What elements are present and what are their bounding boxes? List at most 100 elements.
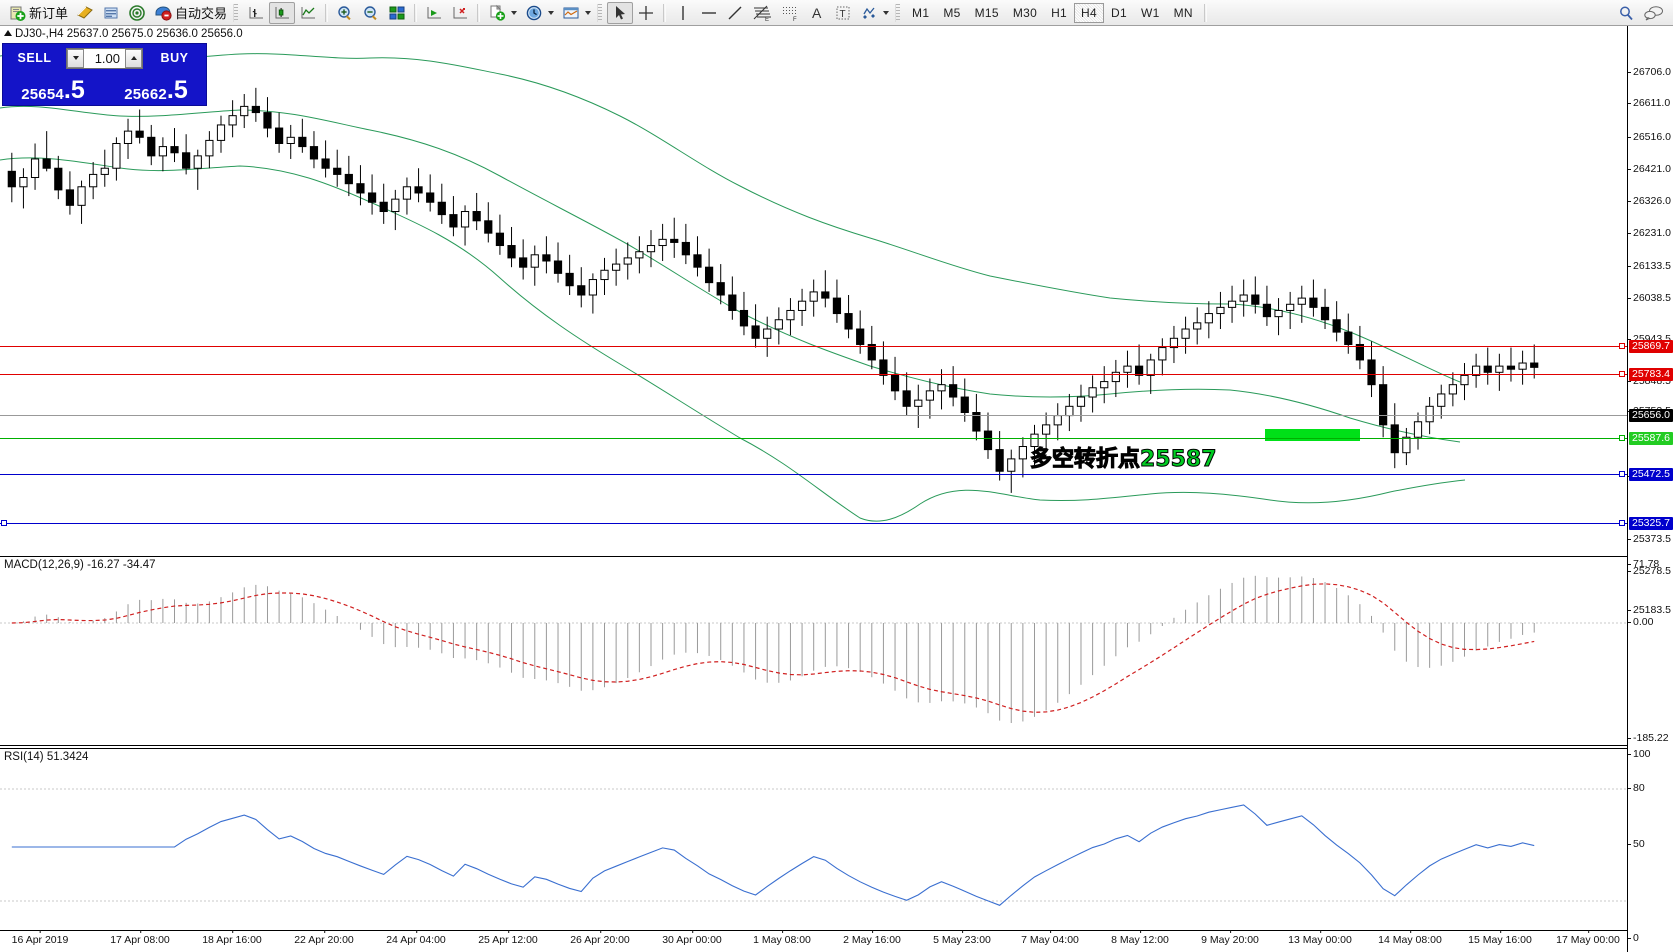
time-label: 26 Apr 20:00: [570, 930, 630, 946]
toolbar-grip-2[interactable]: [597, 3, 603, 22]
line-handle-resistance-1[interactable]: [1619, 343, 1625, 349]
fibonacci-icon[interactable]: E: [748, 2, 776, 24]
volume-decrease-button[interactable]: [67, 48, 84, 68]
time-label: 22 Apr 20:00: [294, 930, 354, 946]
line-handle-resistance-2[interactable]: [1619, 371, 1625, 377]
candle-body: [902, 390, 911, 407]
shift-end-button[interactable]: [421, 2, 447, 24]
candle-body: [1007, 458, 1016, 472]
zoom-out-button[interactable]: [358, 2, 384, 24]
templates-button[interactable]: [558, 2, 595, 24]
vertical-line-button[interactable]: [670, 2, 696, 24]
price-level-tag[interactable]: 25472.5: [1629, 468, 1673, 481]
line-handle-support-blue-1[interactable]: [1619, 471, 1625, 477]
candle-body: [1100, 381, 1109, 389]
chat-icon[interactable]: [1639, 2, 1669, 24]
volume-stepper[interactable]: 1.00: [66, 47, 143, 69]
one-click-trading-panel[interactable]: SELL 1.00 BUY 25654.5 25662.5: [2, 43, 207, 106]
resistance-line-2[interactable]: [0, 374, 1627, 375]
candle-body: [612, 263, 621, 271]
data-window-button[interactable]: [98, 2, 124, 24]
period-dropdown-icon[interactable]: [548, 10, 555, 15]
volume-value[interactable]: 1.00: [94, 50, 120, 66]
line-chart-button[interactable]: [295, 2, 321, 24]
price-pane[interactable]: 多空转折点25587 DJ30-,H4 25637.0 25675.0 2563…: [0, 26, 1627, 530]
support-line-green[interactable]: [0, 438, 1627, 439]
volume-increase-button[interactable]: [125, 48, 142, 68]
candle-body: [309, 146, 319, 160]
chart-area[interactable]: 多空转折点25587 DJ30-,H4 25637.0 25675.0 2563…: [0, 26, 1673, 952]
objects-button[interactable]: [856, 2, 893, 24]
price-level-tag[interactable]: 25783.4: [1629, 368, 1673, 381]
cursor-button[interactable]: [607, 1, 634, 24]
line-handle-left-blue-2[interactable]: [1, 520, 7, 526]
timeframe-mn[interactable]: MN: [1173, 5, 1193, 20]
new-order-button[interactable]: 新订单: [4, 2, 72, 24]
indicators-button[interactable]: [484, 2, 521, 24]
candle-body: [1193, 322, 1202, 330]
price-level-tag[interactable]: 25587.6: [1629, 432, 1673, 445]
text-icon[interactable]: A: [804, 2, 830, 24]
bar-chart-button[interactable]: [243, 2, 269, 24]
candle-body: [1134, 365, 1144, 376]
collapse-triangle-icon[interactable]: [4, 30, 12, 36]
candlestick-chart-button[interactable]: [269, 1, 296, 24]
sell-price[interactable]: 25654.5: [3, 70, 103, 104]
macd-pane[interactable]: MACD(12,26,9) -16.27 -34.47: [0, 556, 1627, 746]
candle-body: [240, 105, 249, 117]
rsi-chart-svg: [0, 788, 1627, 906]
timeframe-m1[interactable]: M1: [912, 5, 930, 20]
resistance-line-1[interactable]: [0, 346, 1627, 347]
expert-advisor-button[interactable]: [72, 2, 98, 24]
sell-button[interactable]: SELL: [17, 51, 52, 65]
equidistant-channel-icon[interactable]: F: [776, 2, 804, 24]
time-label: 14 May 08:00: [1378, 930, 1442, 946]
line-handle-support-green[interactable]: [1619, 435, 1625, 441]
search-icon[interactable]: [1613, 2, 1639, 24]
timeframe-m5[interactable]: M5: [943, 5, 961, 20]
candle-body: [786, 309, 795, 321]
trend-line-button[interactable]: [722, 2, 748, 24]
horizontal-line-button[interactable]: [696, 2, 722, 24]
buy-button[interactable]: BUY: [160, 51, 189, 65]
tile-windows-button[interactable]: [384, 2, 410, 24]
auto-scroll-button[interactable]: [447, 2, 473, 24]
timeframe-d1[interactable]: D1: [1111, 5, 1127, 20]
zoom-in-button[interactable]: [332, 2, 358, 24]
price-level-tag[interactable]: 25656.0: [1629, 409, 1673, 422]
candle-body: [1332, 319, 1341, 333]
candle-body: [1274, 309, 1283, 318]
candle-body: [1518, 362, 1527, 370]
candle-body: [495, 232, 505, 247]
indicators-dropdown-icon[interactable]: [511, 10, 518, 15]
price-level-tag[interactable]: 25869.7: [1629, 340, 1673, 353]
support-line-blue-2[interactable]: [0, 523, 1627, 524]
macd-label: MACD(12,26,9) -16.27 -34.47: [4, 559, 156, 571]
navigator-button[interactable]: [124, 2, 150, 24]
timeframe-m30[interactable]: M30: [1012, 5, 1038, 20]
candle-body: [100, 167, 109, 175]
line-handle-support-blue-2[interactable]: [1619, 520, 1625, 526]
time-scale[interactable]: 16 Apr 2019 17 Apr 08:00 18 Apr 16:00 22 Ap…: [0, 930, 1627, 952]
text-label-icon[interactable]: T: [830, 2, 856, 24]
templates-dropdown-icon[interactable]: [585, 10, 592, 15]
price-tick: 26231.0: [1628, 227, 1671, 239]
timeframe-w1[interactable]: W1: [1140, 5, 1160, 20]
rsi-pane[interactable]: RSI(14) 51.3424: [0, 748, 1627, 946]
time-label: 24 Apr 04:00: [386, 930, 446, 946]
price-level-tag[interactable]: 25325.7: [1629, 517, 1673, 530]
timeframe-h1[interactable]: H1: [1051, 5, 1068, 20]
timeframe-m15[interactable]: M15: [974, 5, 999, 20]
toolbar-grip-1[interactable]: [233, 3, 239, 22]
timeframe-h4[interactable]: H4: [1074, 2, 1104, 23]
toolbar-grip-3[interactable]: [895, 3, 901, 22]
chart-annotation-text[interactable]: 多空转折点25587: [1030, 447, 1218, 473]
period-button[interactable]: [521, 2, 558, 24]
candle-body: [182, 152, 191, 169]
price-scale[interactable]: 26706.0 26611.0 26516.0 26421.0 26326.0 26231…: [1627, 26, 1673, 952]
crosshair-button[interactable]: [633, 2, 659, 24]
objects-dropdown-icon[interactable]: [883, 10, 890, 15]
buy-price[interactable]: 25662.5: [106, 70, 206, 104]
autotrade-button[interactable]: 自动交易: [150, 2, 231, 24]
support-line-blue-1[interactable]: [0, 474, 1627, 475]
